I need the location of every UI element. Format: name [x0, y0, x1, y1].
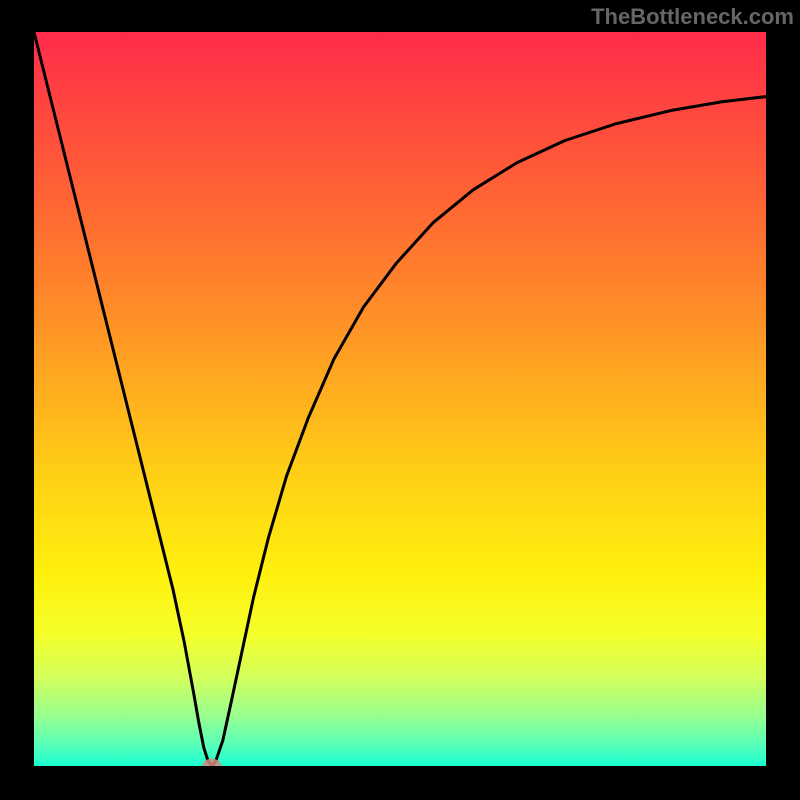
plot-area	[34, 32, 766, 766]
watermark-text: TheBottleneck.com	[591, 4, 794, 30]
plot-svg	[34, 32, 766, 766]
chart-container: TheBottleneck.com	[0, 0, 800, 800]
plot-background	[34, 32, 766, 766]
